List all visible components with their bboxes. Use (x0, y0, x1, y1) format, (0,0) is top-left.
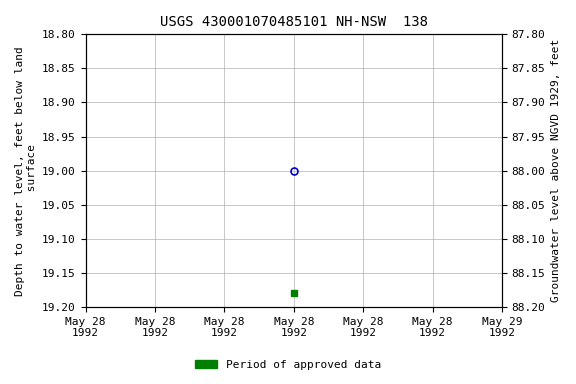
Legend: Period of approved data: Period of approved data (191, 356, 385, 375)
Y-axis label: Depth to water level, feet below land
 surface: Depth to water level, feet below land su… (15, 46, 37, 296)
Y-axis label: Groundwater level above NGVD 1929, feet: Groundwater level above NGVD 1929, feet (551, 39, 561, 302)
Title: USGS 430001070485101 NH-NSW  138: USGS 430001070485101 NH-NSW 138 (160, 15, 428, 29)
